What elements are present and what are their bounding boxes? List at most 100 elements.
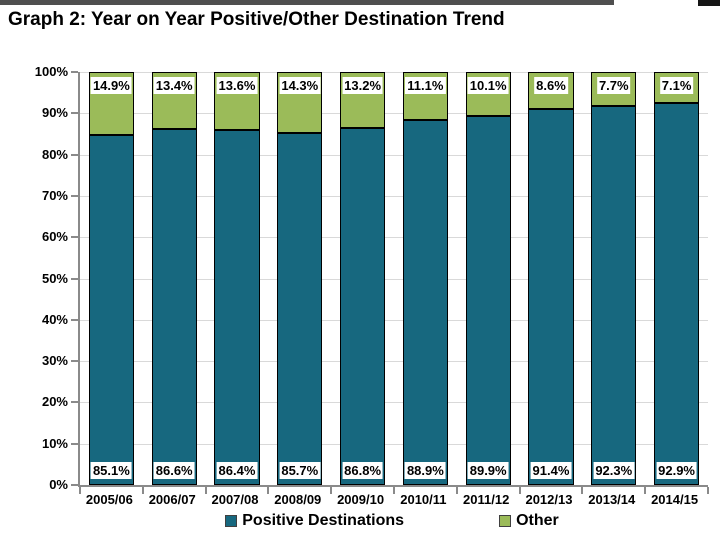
bar-slot: 7.1% 92.9% xyxy=(645,72,708,485)
stacked-bar: 11.1% 88.9% xyxy=(402,72,448,485)
x-axis-tick xyxy=(644,487,647,494)
y-axis-tick xyxy=(71,194,78,197)
x-axis-tick xyxy=(330,487,333,494)
gridline xyxy=(80,72,708,73)
x-category-label: 2005/06 xyxy=(85,492,133,507)
data-label-other: 13.4% xyxy=(153,77,195,94)
bar-slot: 13.2% 86.8% xyxy=(331,72,394,485)
y-axis-tick xyxy=(71,236,78,239)
plot-area: 14.9% 85.1% 13.4% 86.6% 13.6% 86.4% 14.3% 85.7%… xyxy=(71,71,709,494)
x-category-label: 2010/11 xyxy=(400,492,447,507)
bar-segment-positive xyxy=(89,134,133,484)
bar-slot: 7.7% 92.3% xyxy=(582,72,645,485)
x-axis-tick xyxy=(267,487,270,494)
data-label-positive: 91.4% xyxy=(530,462,572,479)
y-axis-tick xyxy=(71,484,78,486)
y-axis-tick xyxy=(71,360,78,363)
data-label-positive: 85.1% xyxy=(90,462,132,479)
x-category-label: 2012/13 xyxy=(525,492,573,507)
bar-slot: 14.9% 85.1% xyxy=(80,72,143,485)
data-label-positive: 86.8% xyxy=(342,462,384,479)
x-axis-tick xyxy=(204,487,207,494)
x-category-label: 2013/14 xyxy=(588,492,636,507)
bar-slot: 13.6% 86.4% xyxy=(206,72,269,485)
y-tick-label: 80% xyxy=(41,146,68,162)
x-category-label: 2011/12 xyxy=(463,492,510,507)
y-tick-label: 10% xyxy=(41,435,68,451)
stacked-bar: 8.6% 91.4% xyxy=(528,72,574,485)
bar-slot: 8.6% 91.4% xyxy=(520,72,583,485)
stacked-bar: 7.7% 92.3% xyxy=(591,72,637,485)
bars-container: 14.9% 85.1% 13.4% 86.6% 13.6% 86.4% 14.3% 85.7%… xyxy=(80,72,708,485)
bar-segment-positive xyxy=(340,127,385,484)
y-axis-labels: 0% 10% 20% 30% 40% 50% 60% 70% 80% 90% 100% xyxy=(0,64,68,492)
bar-segment-positive xyxy=(654,102,699,484)
y-tick-label: 70% xyxy=(41,187,68,203)
stacked-bar: 13.2% 86.8% xyxy=(339,72,386,485)
data-label-other: 13.2% xyxy=(342,77,384,94)
data-label-other: 13.6% xyxy=(216,77,258,94)
gridline xyxy=(80,278,708,280)
data-label-other: 7.7% xyxy=(596,77,631,94)
data-label-positive: 92.3% xyxy=(593,462,635,479)
data-label-other: 8.6% xyxy=(534,77,568,94)
y-axis-tick xyxy=(71,112,78,115)
legend-item: Positive Destinations xyxy=(225,512,404,530)
data-label-other: 7.1% xyxy=(659,77,694,94)
x-category-label: 2009/10 xyxy=(337,492,385,507)
data-label-positive: 88.9% xyxy=(404,462,446,479)
bar-segment-positive xyxy=(592,104,636,484)
gridline xyxy=(80,154,708,156)
stacked-bar: 10.1% 89.9% xyxy=(465,72,511,485)
data-label-positive: 86.6% xyxy=(153,462,195,479)
x-axis-tick xyxy=(455,487,458,494)
x-category-label: 2006/07 xyxy=(148,492,196,507)
stacked-bar: 13.4% 86.6% xyxy=(151,72,197,485)
data-label-positive: 85.7% xyxy=(279,462,321,479)
bar-slot: 13.4% 86.6% xyxy=(143,72,206,485)
gridline xyxy=(80,319,708,321)
y-axis-tick xyxy=(71,277,78,280)
scan-artifact-top-right xyxy=(698,0,720,6)
scan-artifact-top-left xyxy=(0,0,614,5)
y-tick-label: 30% xyxy=(41,353,68,369)
legend-swatch-icon xyxy=(225,515,238,527)
y-tick-label: 20% xyxy=(41,394,68,410)
x-axis-tick xyxy=(707,487,709,494)
x-axis-tick xyxy=(141,487,144,494)
x-axis-tick xyxy=(581,487,584,494)
y-axis-tick xyxy=(71,401,78,404)
bar-slot: 11.1% 88.9% xyxy=(394,72,457,485)
chart-title: Graph 2: Year on Year Positive/Other Des… xyxy=(8,9,505,30)
x-category-label: 2007/08 xyxy=(211,492,259,507)
bar-slot: 10.1% 89.9% xyxy=(457,72,520,485)
y-tick-label: 40% xyxy=(41,311,68,327)
legend-item: Other xyxy=(499,512,559,530)
y-tick-label: 60% xyxy=(41,229,68,245)
y-axis-tick xyxy=(71,153,78,156)
gridline xyxy=(80,195,708,197)
x-axis-tick xyxy=(393,487,395,494)
bar-segment-positive xyxy=(529,108,573,484)
stacked-bar: 14.9% 85.1% xyxy=(88,72,134,485)
legend-label: Other xyxy=(516,512,559,529)
y-tick-label: 0% xyxy=(49,477,68,492)
bar-segment-positive xyxy=(403,118,447,484)
bar-segment-positive xyxy=(278,131,322,484)
gridline xyxy=(80,237,708,239)
stacked-bar: 13.6% 86.4% xyxy=(214,72,260,485)
gridline xyxy=(80,402,708,404)
bar-segment-positive xyxy=(152,128,196,484)
y-axis-tick xyxy=(71,71,78,73)
gridline xyxy=(80,443,708,445)
y-axis-tick xyxy=(71,318,78,321)
legend-label: Positive Destinations xyxy=(242,512,405,529)
data-label-other: 11.1% xyxy=(405,77,446,94)
gridline xyxy=(80,113,708,115)
data-label-other: 10.1% xyxy=(467,77,509,94)
bar-segment-positive xyxy=(466,114,510,484)
x-axis-tick xyxy=(518,487,521,494)
x-axis-tick xyxy=(79,487,81,494)
stacked-bar: 7.1% 92.9% xyxy=(653,72,700,485)
data-label-positive: 86.4% xyxy=(216,462,258,479)
